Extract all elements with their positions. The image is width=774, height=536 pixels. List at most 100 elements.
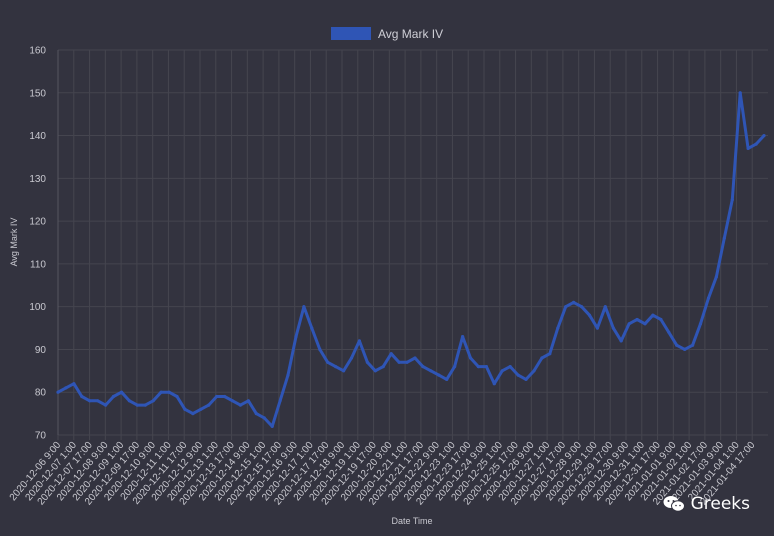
data-point <box>532 369 536 373</box>
data-point <box>135 403 139 407</box>
data-point <box>175 394 179 399</box>
data-point <box>223 394 227 399</box>
data-point <box>207 403 211 407</box>
y-tick-label: 80 <box>35 388 47 399</box>
x-axis-title: Date Time <box>391 516 432 526</box>
data-point <box>627 322 631 326</box>
data-point <box>461 335 465 339</box>
data-point <box>183 407 187 411</box>
data-point <box>429 369 433 373</box>
data-point <box>88 399 92 403</box>
data-point <box>357 339 361 343</box>
data-point <box>191 412 195 416</box>
data-point <box>262 416 266 420</box>
data-point <box>230 399 235 403</box>
data-point <box>524 377 528 381</box>
data-point <box>437 373 441 377</box>
data-point <box>80 394 84 399</box>
data-point <box>556 326 560 330</box>
y-tick-label: 100 <box>29 302 46 313</box>
data-point <box>651 313 655 317</box>
data-point <box>342 369 346 373</box>
data-point <box>445 377 449 381</box>
y-tick-label: 70 <box>35 431 47 442</box>
series-line-avg-mark-iv <box>57 91 766 428</box>
y-tick-label: 140 <box>29 131 46 142</box>
data-point <box>691 343 695 347</box>
data-point <box>762 134 766 138</box>
data-point <box>238 403 242 407</box>
data-point <box>738 91 742 95</box>
legend-label: Avg Mark IV <box>378 27 443 41</box>
data-point <box>405 360 409 364</box>
data-point <box>286 373 290 377</box>
data-point <box>326 360 330 364</box>
data-point <box>492 382 496 386</box>
data-point <box>421 365 425 369</box>
data-point <box>56 390 60 394</box>
data-point <box>349 356 354 360</box>
data-point <box>167 390 171 394</box>
data-point <box>698 322 703 326</box>
data-point <box>64 386 68 390</box>
data-point <box>572 300 576 304</box>
data-point <box>580 305 584 309</box>
data-point <box>635 317 639 322</box>
data-point <box>334 365 338 369</box>
data-point <box>548 352 552 356</box>
data-point <box>611 326 615 330</box>
data-point <box>215 394 219 399</box>
data-point <box>683 347 687 351</box>
data-point <box>294 335 298 339</box>
legend[interactable]: Avg Mark IV <box>331 27 443 41</box>
data-point <box>595 326 600 330</box>
y-tick-label: 150 <box>29 88 46 99</box>
data-point <box>468 356 473 360</box>
y-tick-label: 90 <box>35 345 47 356</box>
data-points <box>56 91 766 428</box>
data-point <box>397 360 401 364</box>
data-point <box>151 399 155 403</box>
data-point <box>278 399 282 403</box>
data-point <box>96 399 100 403</box>
data-point <box>143 403 147 407</box>
data-point <box>667 330 671 334</box>
data-point <box>199 407 203 411</box>
data-point <box>254 412 258 416</box>
data-point <box>619 339 623 343</box>
data-point <box>111 394 116 399</box>
y-tick-label: 130 <box>29 174 46 185</box>
data-point <box>246 399 250 403</box>
data-point <box>310 326 314 330</box>
data-point <box>516 373 520 377</box>
data-point <box>706 296 711 300</box>
data-point <box>373 369 377 373</box>
data-point <box>453 365 457 369</box>
data-point <box>754 142 758 146</box>
data-point <box>659 317 663 322</box>
data-point <box>508 365 512 369</box>
data-point <box>413 356 417 360</box>
wechat-icon <box>663 495 685 513</box>
data-point <box>564 305 568 309</box>
data-point <box>119 390 124 394</box>
watermark: Greeks <box>663 494 750 514</box>
y-tick-label: 110 <box>30 259 46 270</box>
data-point <box>72 382 76 386</box>
data-point <box>500 369 504 373</box>
y-axis-ticks: 70 80 90 100 110 120 130 140 150 160 <box>29 46 46 442</box>
y-axis-title: Avg Mark IV <box>9 218 19 267</box>
grid <box>57 49 768 440</box>
data-point <box>746 146 750 150</box>
data-point <box>603 305 607 309</box>
data-point <box>318 347 322 351</box>
data-point <box>540 356 544 360</box>
data-point <box>104 403 108 407</box>
data-point <box>587 313 592 317</box>
data-point <box>389 352 393 356</box>
data-point <box>127 399 131 403</box>
data-point <box>365 360 369 364</box>
watermark-text: Greeks <box>690 494 750 514</box>
